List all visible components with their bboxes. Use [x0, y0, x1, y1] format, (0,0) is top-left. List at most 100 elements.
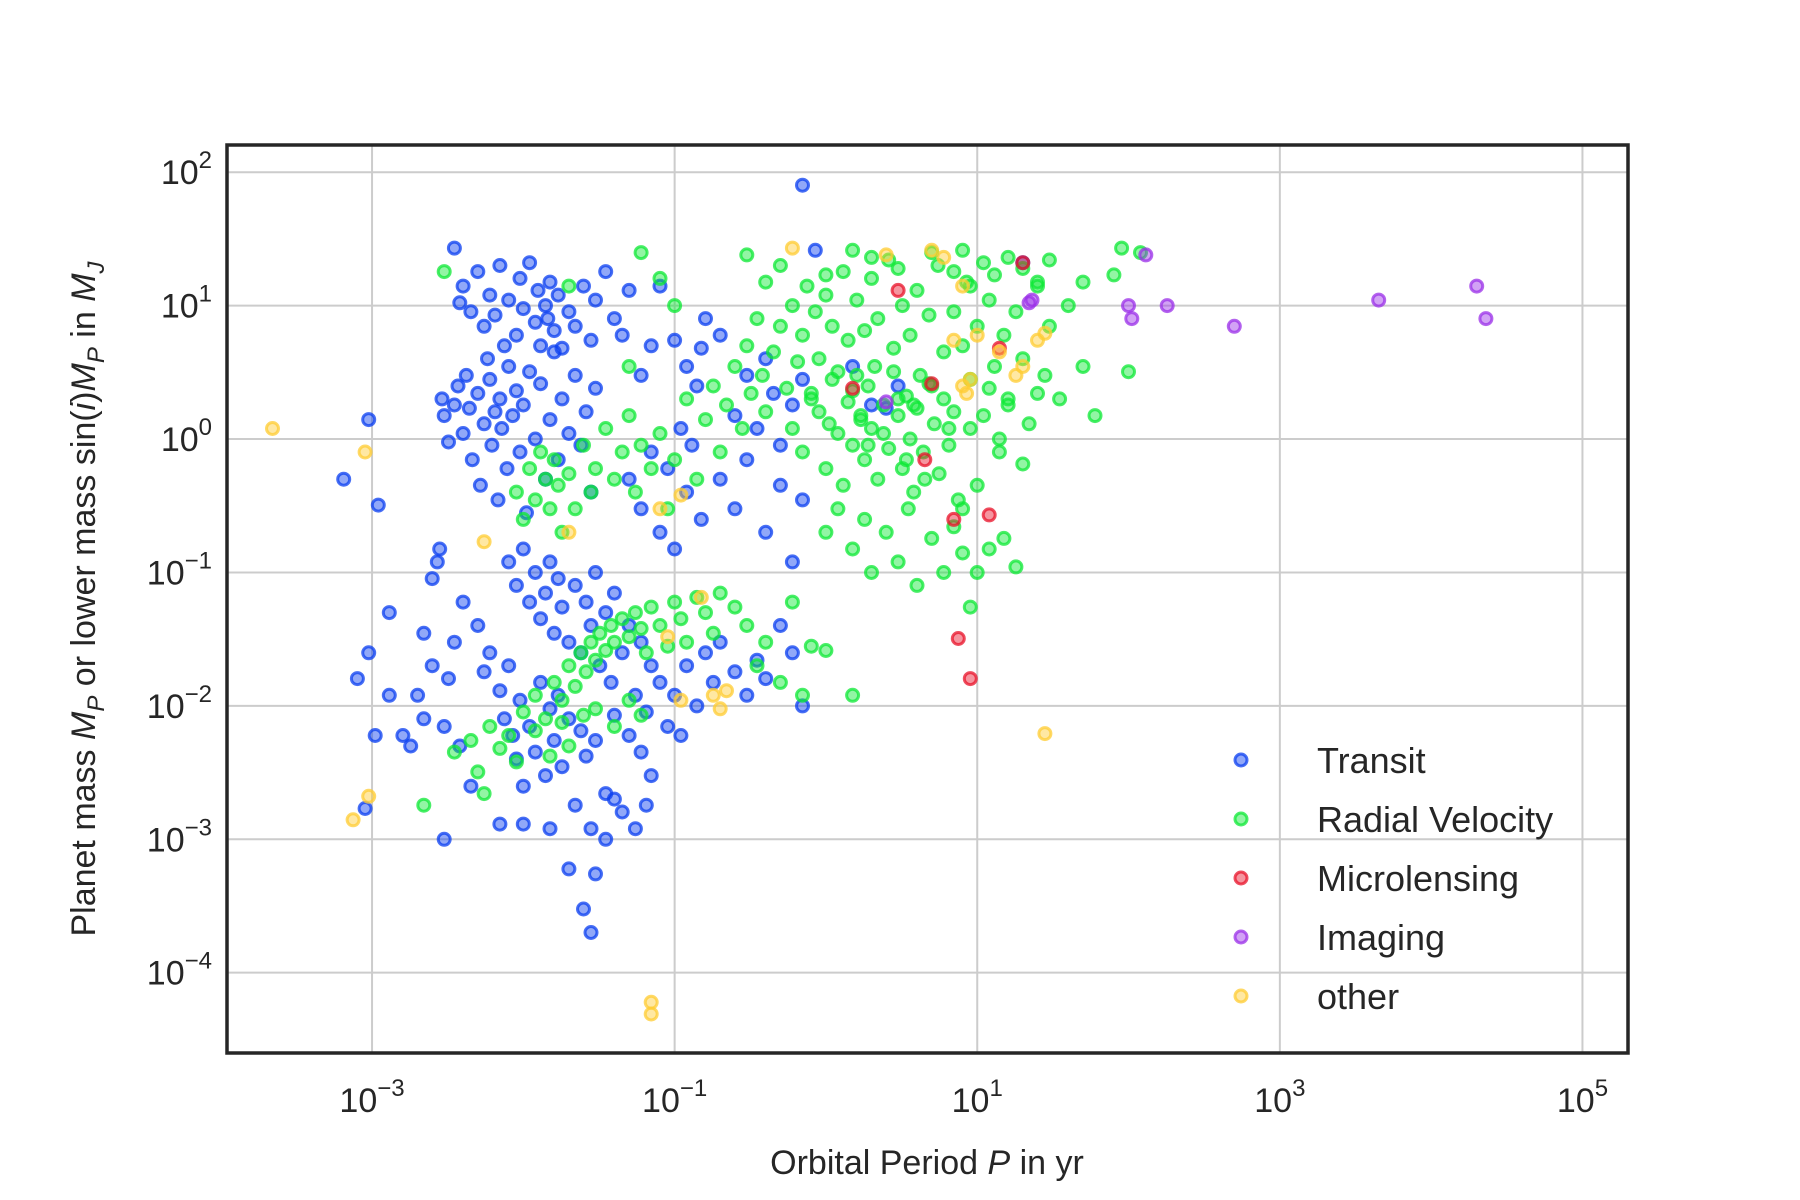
point-0-148	[527, 744, 543, 760]
point-4-0	[265, 421, 280, 436]
point-1-62	[621, 408, 637, 424]
point-1-77	[739, 338, 755, 354]
point-4-20	[955, 278, 971, 294]
point-0-6	[381, 687, 397, 703]
point-1-186	[818, 524, 834, 540]
point-3-6	[1159, 298, 1175, 314]
point-1-132	[996, 327, 1012, 343]
point-1-177	[946, 404, 962, 420]
point-0-197	[727, 501, 743, 517]
x-tick-label-4: 105	[1557, 1075, 1608, 1120]
point-0-100	[542, 554, 558, 570]
point-0-172	[542, 821, 558, 837]
point-0-5	[349, 671, 365, 687]
point-1-2	[476, 786, 492, 802]
point-1-14	[588, 652, 603, 668]
point-1-201	[981, 541, 997, 557]
y-tick-label-4: 10−2	[147, 681, 212, 726]
point-1-3	[501, 728, 517, 743]
point-1-165	[890, 408, 906, 424]
point-1-12	[578, 664, 594, 680]
point-0-86	[621, 282, 637, 298]
point-1-193	[900, 501, 916, 517]
point-1-86	[790, 354, 806, 370]
point-0-28	[484, 437, 500, 453]
point-0-189	[633, 501, 649, 517]
point-1-9	[561, 658, 577, 674]
point-1-78	[743, 385, 759, 401]
point-0-132	[758, 671, 774, 687]
point-0-204	[739, 367, 755, 383]
point-1-142	[1075, 359, 1091, 374]
point-0-210	[795, 371, 810, 387]
point-1-185	[1030, 385, 1045, 401]
point-4-17	[878, 247, 894, 263]
point-1-115	[912, 367, 928, 383]
point-4-11	[673, 692, 689, 708]
y-tick-label-1: 101	[161, 281, 212, 326]
point-2-4	[946, 511, 962, 527]
point-1-121	[941, 421, 957, 436]
point-0-19	[455, 426, 471, 441]
point-0-105	[567, 577, 583, 593]
point-0-25	[476, 416, 492, 432]
point-0-190	[643, 444, 659, 460]
point-1-46	[522, 461, 538, 477]
point-1-102	[860, 437, 876, 453]
point-1-226	[1041, 252, 1057, 268]
point-1-21	[627, 605, 643, 621]
point-1-15	[592, 625, 608, 641]
x-tick-label-3: 103	[1254, 1075, 1305, 1120]
point-1-214	[845, 242, 861, 258]
point-0-119	[643, 658, 659, 674]
point-1-231	[470, 764, 486, 780]
point-0-12	[436, 831, 452, 847]
point-1-36	[749, 658, 765, 674]
point-1-216	[890, 261, 906, 276]
point-0-49	[561, 426, 577, 441]
point-0-96	[522, 594, 538, 610]
point-1-20	[621, 629, 637, 645]
point-0-154	[554, 759, 570, 775]
point-1-101	[857, 323, 873, 339]
point-1-19	[614, 611, 630, 627]
point-0-76	[550, 287, 566, 303]
point-1-234	[508, 754, 524, 770]
point-0-219	[795, 177, 810, 193]
point-1-47	[527, 492, 543, 508]
point-0-181	[424, 658, 440, 674]
legend-marker-3	[1233, 929, 1249, 945]
point-1-8	[554, 692, 570, 708]
point-0-134	[784, 645, 800, 661]
point-1-63	[627, 484, 643, 500]
point-0-165	[627, 821, 643, 837]
point-2-5	[950, 631, 966, 646]
point-0-70	[530, 282, 546, 298]
point-0-43	[533, 376, 549, 392]
point-0-112	[603, 674, 619, 690]
point-1-149	[811, 404, 827, 420]
point-0-38	[512, 444, 528, 460]
point-1-213	[818, 267, 834, 283]
point-0-77	[554, 340, 570, 356]
point-4-31	[1037, 726, 1053, 742]
point-3-2	[1024, 292, 1040, 308]
point-0-18	[450, 378, 466, 394]
point-1-169	[906, 484, 922, 500]
point-2-3	[924, 376, 940, 392]
point-1-104	[867, 359, 883, 374]
point-0-220	[807, 242, 823, 258]
point-1-97	[840, 332, 856, 348]
point-1-84	[779, 380, 795, 396]
point-1-145	[1121, 364, 1136, 380]
point-0-101	[546, 625, 562, 641]
point-1-4	[515, 704, 531, 720]
point-0-145	[512, 692, 528, 708]
point-0-123	[673, 728, 689, 743]
point-0-188	[621, 471, 637, 487]
point-1-57	[583, 484, 599, 500]
point-0-98	[533, 611, 549, 627]
point-1-85	[784, 298, 800, 314]
point-1-188	[845, 541, 861, 557]
point-1-120	[936, 344, 952, 360]
